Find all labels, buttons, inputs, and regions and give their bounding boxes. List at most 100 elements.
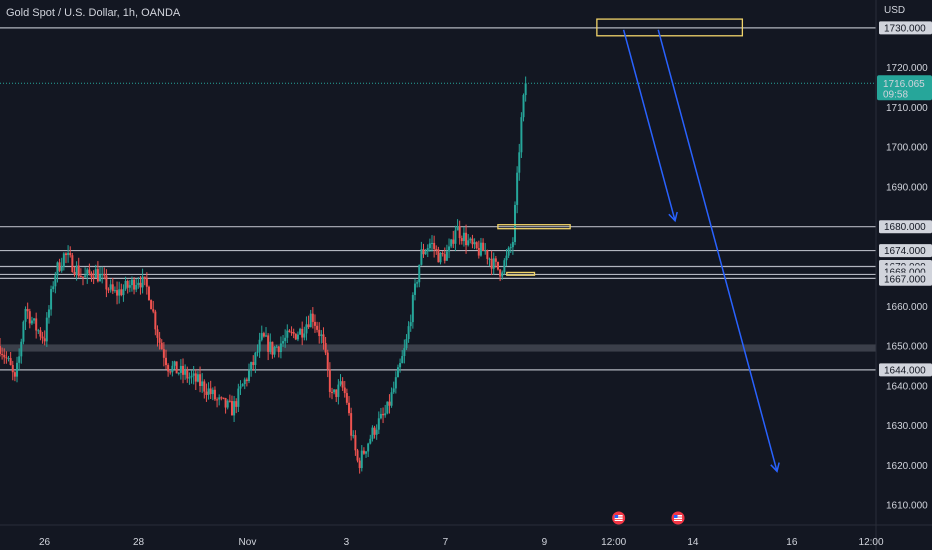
candle (469, 237, 472, 244)
candle (103, 267, 106, 280)
level-label[interactable]: 1680.000 (879, 220, 932, 234)
candle (507, 246, 510, 259)
candle (282, 334, 285, 347)
candle (424, 248, 427, 255)
candle (367, 442, 370, 457)
candle (465, 224, 468, 254)
level-label[interactable]: 1674.000 (879, 244, 932, 258)
candle (41, 331, 44, 344)
candle (20, 338, 23, 364)
candle (328, 362, 331, 398)
candle (92, 270, 95, 285)
candle (435, 245, 438, 255)
candle (47, 305, 50, 324)
candle (250, 361, 253, 377)
candle (473, 238, 476, 250)
candle (190, 370, 193, 384)
candle (494, 255, 497, 268)
candle (294, 333, 297, 341)
us-flag-icon[interactable] (612, 511, 626, 525)
drawing-box[interactable] (497, 224, 571, 230)
candle (145, 272, 148, 295)
candle (305, 316, 308, 341)
candle (401, 350, 404, 364)
candle (45, 312, 48, 347)
candle (96, 261, 99, 283)
candle (224, 397, 227, 414)
candle (133, 277, 136, 295)
time-axis[interactable]: 26 28 Nov 3 7 9 12:00 14 16 12:00 (0, 511, 932, 549)
candle (162, 342, 165, 367)
candle (333, 389, 336, 395)
trend-arrow[interactable] (622, 29, 678, 223)
trend-arrow[interactable] (657, 29, 780, 473)
candle (73, 266, 76, 277)
candle (13, 371, 16, 382)
drawing-box[interactable] (506, 271, 536, 276)
candle (169, 370, 172, 375)
candle (194, 369, 197, 391)
drawing-layer[interactable] (497, 18, 780, 473)
level-label[interactable]: 1667.000 (879, 272, 932, 286)
candle (313, 314, 316, 333)
candle (454, 225, 457, 252)
candle (511, 237, 514, 255)
candle (79, 268, 82, 278)
candle (433, 235, 436, 258)
level-label[interactable]: 1730.000 (879, 21, 932, 35)
candle (205, 383, 208, 402)
x-tick-label: 12:00 (859, 537, 884, 548)
price-axis[interactable]: 1610.000 1620.000 1630.000 1640.000 1650.000… (875, 0, 932, 550)
candle (247, 363, 250, 384)
drawing-box[interactable] (596, 18, 744, 37)
svg-text:1680.000: 1680.000 (884, 222, 926, 233)
candle (482, 238, 485, 252)
candle (86, 267, 89, 284)
candle (422, 243, 425, 258)
candle (213, 386, 216, 401)
candle (420, 241, 423, 266)
candle (388, 394, 391, 414)
candle (445, 244, 448, 261)
candle (158, 331, 161, 350)
candle (269, 333, 272, 355)
candle (196, 371, 199, 383)
candle (201, 373, 204, 393)
us-flag-icon[interactable] (671, 511, 685, 525)
candle (9, 351, 12, 366)
candle (237, 383, 240, 413)
candle (365, 450, 368, 458)
candle (130, 276, 133, 292)
candle (137, 277, 140, 289)
candle (362, 447, 365, 455)
candle-layer (0, 76, 527, 474)
candle (486, 249, 489, 265)
candle (475, 241, 478, 250)
candle (337, 379, 340, 405)
x-tick-label: 26 (39, 537, 51, 548)
candle (373, 425, 376, 439)
candle (524, 76, 527, 102)
candle (460, 235, 463, 245)
y-tick-label: 1630.000 (886, 421, 928, 432)
candle (43, 330, 46, 346)
candle (3, 348, 6, 364)
candle (503, 258, 506, 275)
candle (75, 261, 78, 281)
candle (113, 286, 116, 293)
candle (182, 358, 185, 384)
candle (437, 246, 440, 263)
candle (211, 387, 214, 401)
candle (322, 327, 325, 350)
level-label[interactable]: 1644.000 (879, 363, 932, 377)
candle (35, 312, 38, 339)
candle (173, 360, 176, 370)
candle (141, 268, 144, 294)
candle (492, 252, 495, 275)
candle (320, 330, 323, 344)
candle (171, 360, 174, 377)
y-tick-label: 1720.000 (886, 63, 928, 74)
candle (154, 309, 157, 336)
